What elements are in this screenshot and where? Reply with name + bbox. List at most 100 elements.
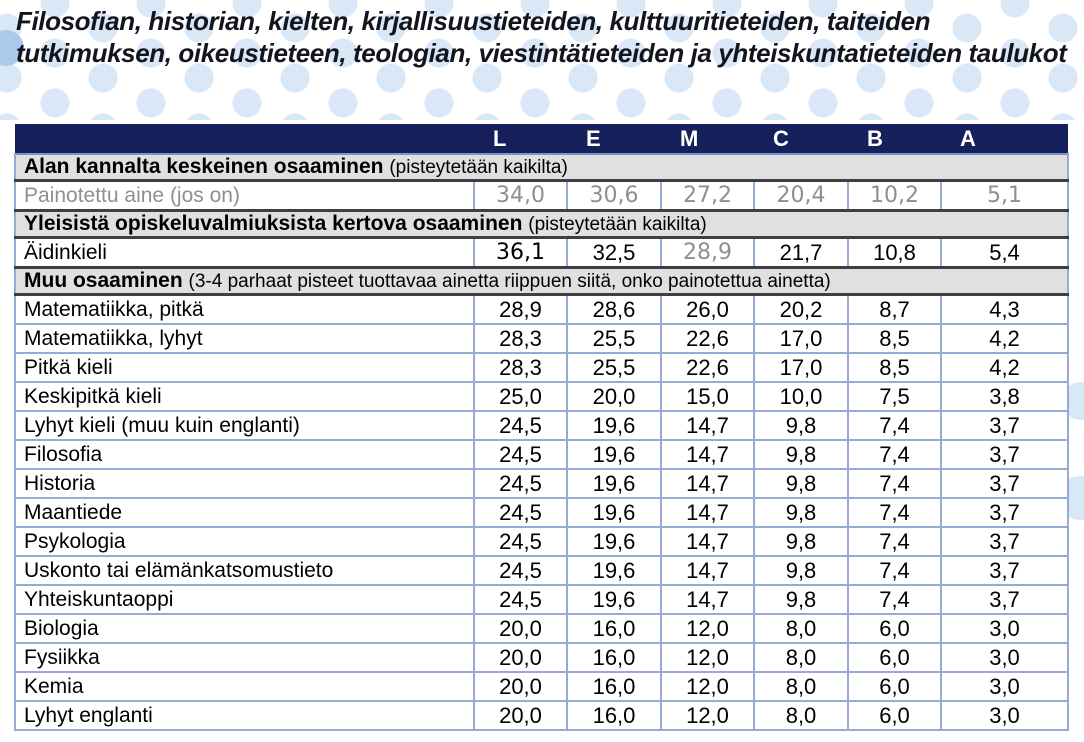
score-cell: 14,7 xyxy=(661,527,755,557)
score-cell: 9,8 xyxy=(754,411,849,441)
score-cell: 22,6 xyxy=(661,324,755,354)
row-label: Lyhyt kieli (muu kuin englanti) xyxy=(14,411,475,441)
score-cell: 3,8 xyxy=(941,382,1069,412)
score-cell: 8,5 xyxy=(848,353,942,383)
column-header: C xyxy=(754,124,848,154)
row-label: Maantiede xyxy=(14,498,475,528)
score-cell: 3,7 xyxy=(941,469,1069,499)
score-cell: 24,5 xyxy=(474,469,568,499)
table-row: Filosofia 24,5 19,6 14,7 9,8 7,4 3,7 xyxy=(14,440,1069,470)
score-cell: 8,0 xyxy=(754,643,849,673)
row-label: Biologia xyxy=(14,614,475,644)
section-header-row: Muu osaaminen (3-4 parhaat pisteet tuott… xyxy=(14,266,1069,296)
section-header-row: Alan kannalta keskeinen osaaminen (piste… xyxy=(14,153,1069,182)
score-cell: 21,7 xyxy=(754,237,849,269)
score-cell: 3,7 xyxy=(941,411,1069,441)
score-cell: 19,6 xyxy=(567,411,662,441)
score-cell: 25,5 xyxy=(567,353,662,383)
section-note: (3-4 parhaat pisteet tuottavaa ainetta r… xyxy=(188,271,831,292)
score-cell: 36,1 xyxy=(474,237,568,269)
score-cell: 8,7 xyxy=(848,294,942,325)
score-cell: 7,4 xyxy=(848,527,942,557)
row-label: Psykologia xyxy=(14,527,475,557)
row-label: Matematiikka, pitkä xyxy=(14,294,475,325)
score-cell: 14,7 xyxy=(661,498,755,528)
row-label: Fysiikka xyxy=(14,643,475,673)
score-cell: 3,0 xyxy=(941,643,1069,673)
score-cell: 12,0 xyxy=(661,614,755,644)
table-row: Matematiikka, lyhyt 28,3 25,5 22,6 17,0 8,5 4,… xyxy=(14,324,1069,354)
table-row: Historia 24,5 19,6 14,7 9,8 7,4 3,7 xyxy=(14,469,1069,499)
table-row: Keskipitkä kieli 25,0 20,0 15,0 10,0 7,5 3,8 xyxy=(14,382,1069,412)
table-row: Fysiikka 20,0 16,0 12,0 8,0 6,0 3,0 xyxy=(14,643,1069,673)
score-cell: 20,0 xyxy=(474,701,568,731)
score-cell: 8,5 xyxy=(848,324,942,354)
score-cell: 26,0 xyxy=(661,294,755,325)
table-row: Maantiede 24,5 19,6 14,7 9,8 7,4 3,7 xyxy=(14,498,1069,528)
table-row: Lyhyt englanti 20,0 16,0 12,0 8,0 6,0 3,0 xyxy=(14,701,1069,731)
score-cell: 6,0 xyxy=(848,614,942,644)
column-header: E xyxy=(567,124,661,154)
section-heading: Muu osaaminen xyxy=(24,269,189,292)
score-cell: 16,0 xyxy=(567,643,662,673)
score-cell: 3,7 xyxy=(941,527,1069,557)
score-cell: 3,7 xyxy=(941,498,1069,528)
score-cell: 19,6 xyxy=(567,585,662,615)
score-cell: 4,3 xyxy=(941,294,1069,325)
score-cell: 20,4 xyxy=(754,180,849,212)
score-cell: 24,5 xyxy=(474,585,568,615)
score-cell: 28,9 xyxy=(661,237,755,269)
score-cell: 20,0 xyxy=(567,382,662,412)
row-label: Filosofia xyxy=(14,440,475,470)
score-cell: 16,0 xyxy=(567,701,662,731)
score-cell: 3,0 xyxy=(941,701,1069,731)
section-note: (pisteytetään kaikilta) xyxy=(528,214,707,235)
score-cell: 24,5 xyxy=(474,440,568,470)
score-cell: 5,1 xyxy=(941,180,1069,212)
column-header: L xyxy=(474,124,567,154)
score-cell: 19,6 xyxy=(567,527,662,557)
score-cell: 8,0 xyxy=(754,701,849,731)
table-row: Pitkä kieli 28,3 25,5 22,6 17,0 8,5 4,2 xyxy=(14,353,1069,383)
score-cell: 24,5 xyxy=(474,411,568,441)
score-cell: 28,3 xyxy=(474,324,568,354)
score-cell: 19,6 xyxy=(567,440,662,470)
score-cell: 14,7 xyxy=(661,556,755,586)
row-label: Historia xyxy=(14,469,475,499)
score-cell: 4,2 xyxy=(941,353,1069,383)
section-header-cell: Yleisistä opiskeluvalmiuksista kertova o… xyxy=(14,209,1069,239)
score-cell: 12,0 xyxy=(661,643,755,673)
score-cell: 27,2 xyxy=(661,180,755,212)
score-cell: 16,0 xyxy=(567,672,662,702)
score-cell: 6,0 xyxy=(848,643,942,673)
score-cell: 34,0 xyxy=(474,180,568,212)
score-cell: 20,0 xyxy=(474,672,568,702)
score-cell: 14,7 xyxy=(661,469,755,499)
score-cell: 20,0 xyxy=(474,614,568,644)
score-cell: 4,2 xyxy=(941,324,1069,354)
section-header-row: Yleisistä opiskeluvalmiuksista kertova o… xyxy=(14,209,1069,239)
row-label: Matematiikka, lyhyt xyxy=(14,324,475,354)
score-cell: 3,7 xyxy=(941,440,1069,470)
score-cell: 24,5 xyxy=(474,556,568,586)
score-cell: 24,5 xyxy=(474,527,568,557)
table-row: Matematiikka, pitkä 28,9 28,6 26,0 20,2 8,7 4,… xyxy=(14,294,1069,325)
column-header: M xyxy=(661,124,754,154)
score-cell: 14,7 xyxy=(661,440,755,470)
score-cell: 7,4 xyxy=(848,411,942,441)
score-cell: 7,4 xyxy=(848,498,942,528)
score-cell: 19,6 xyxy=(567,556,662,586)
row-label: Uskonto tai elämänkatsomustieto xyxy=(14,556,475,586)
score-cell: 20,0 xyxy=(474,643,568,673)
score-cell: 6,0 xyxy=(848,701,942,731)
column-header: B xyxy=(848,124,941,154)
row-label: Äidinkieli xyxy=(14,237,475,269)
section-heading: Yleisistä opiskeluvalmiuksista kertova o… xyxy=(24,212,529,235)
score-cell: 14,7 xyxy=(661,585,755,615)
score-cell: 7,5 xyxy=(848,382,942,412)
score-cell: 12,0 xyxy=(661,672,755,702)
score-cell: 9,8 xyxy=(754,440,849,470)
